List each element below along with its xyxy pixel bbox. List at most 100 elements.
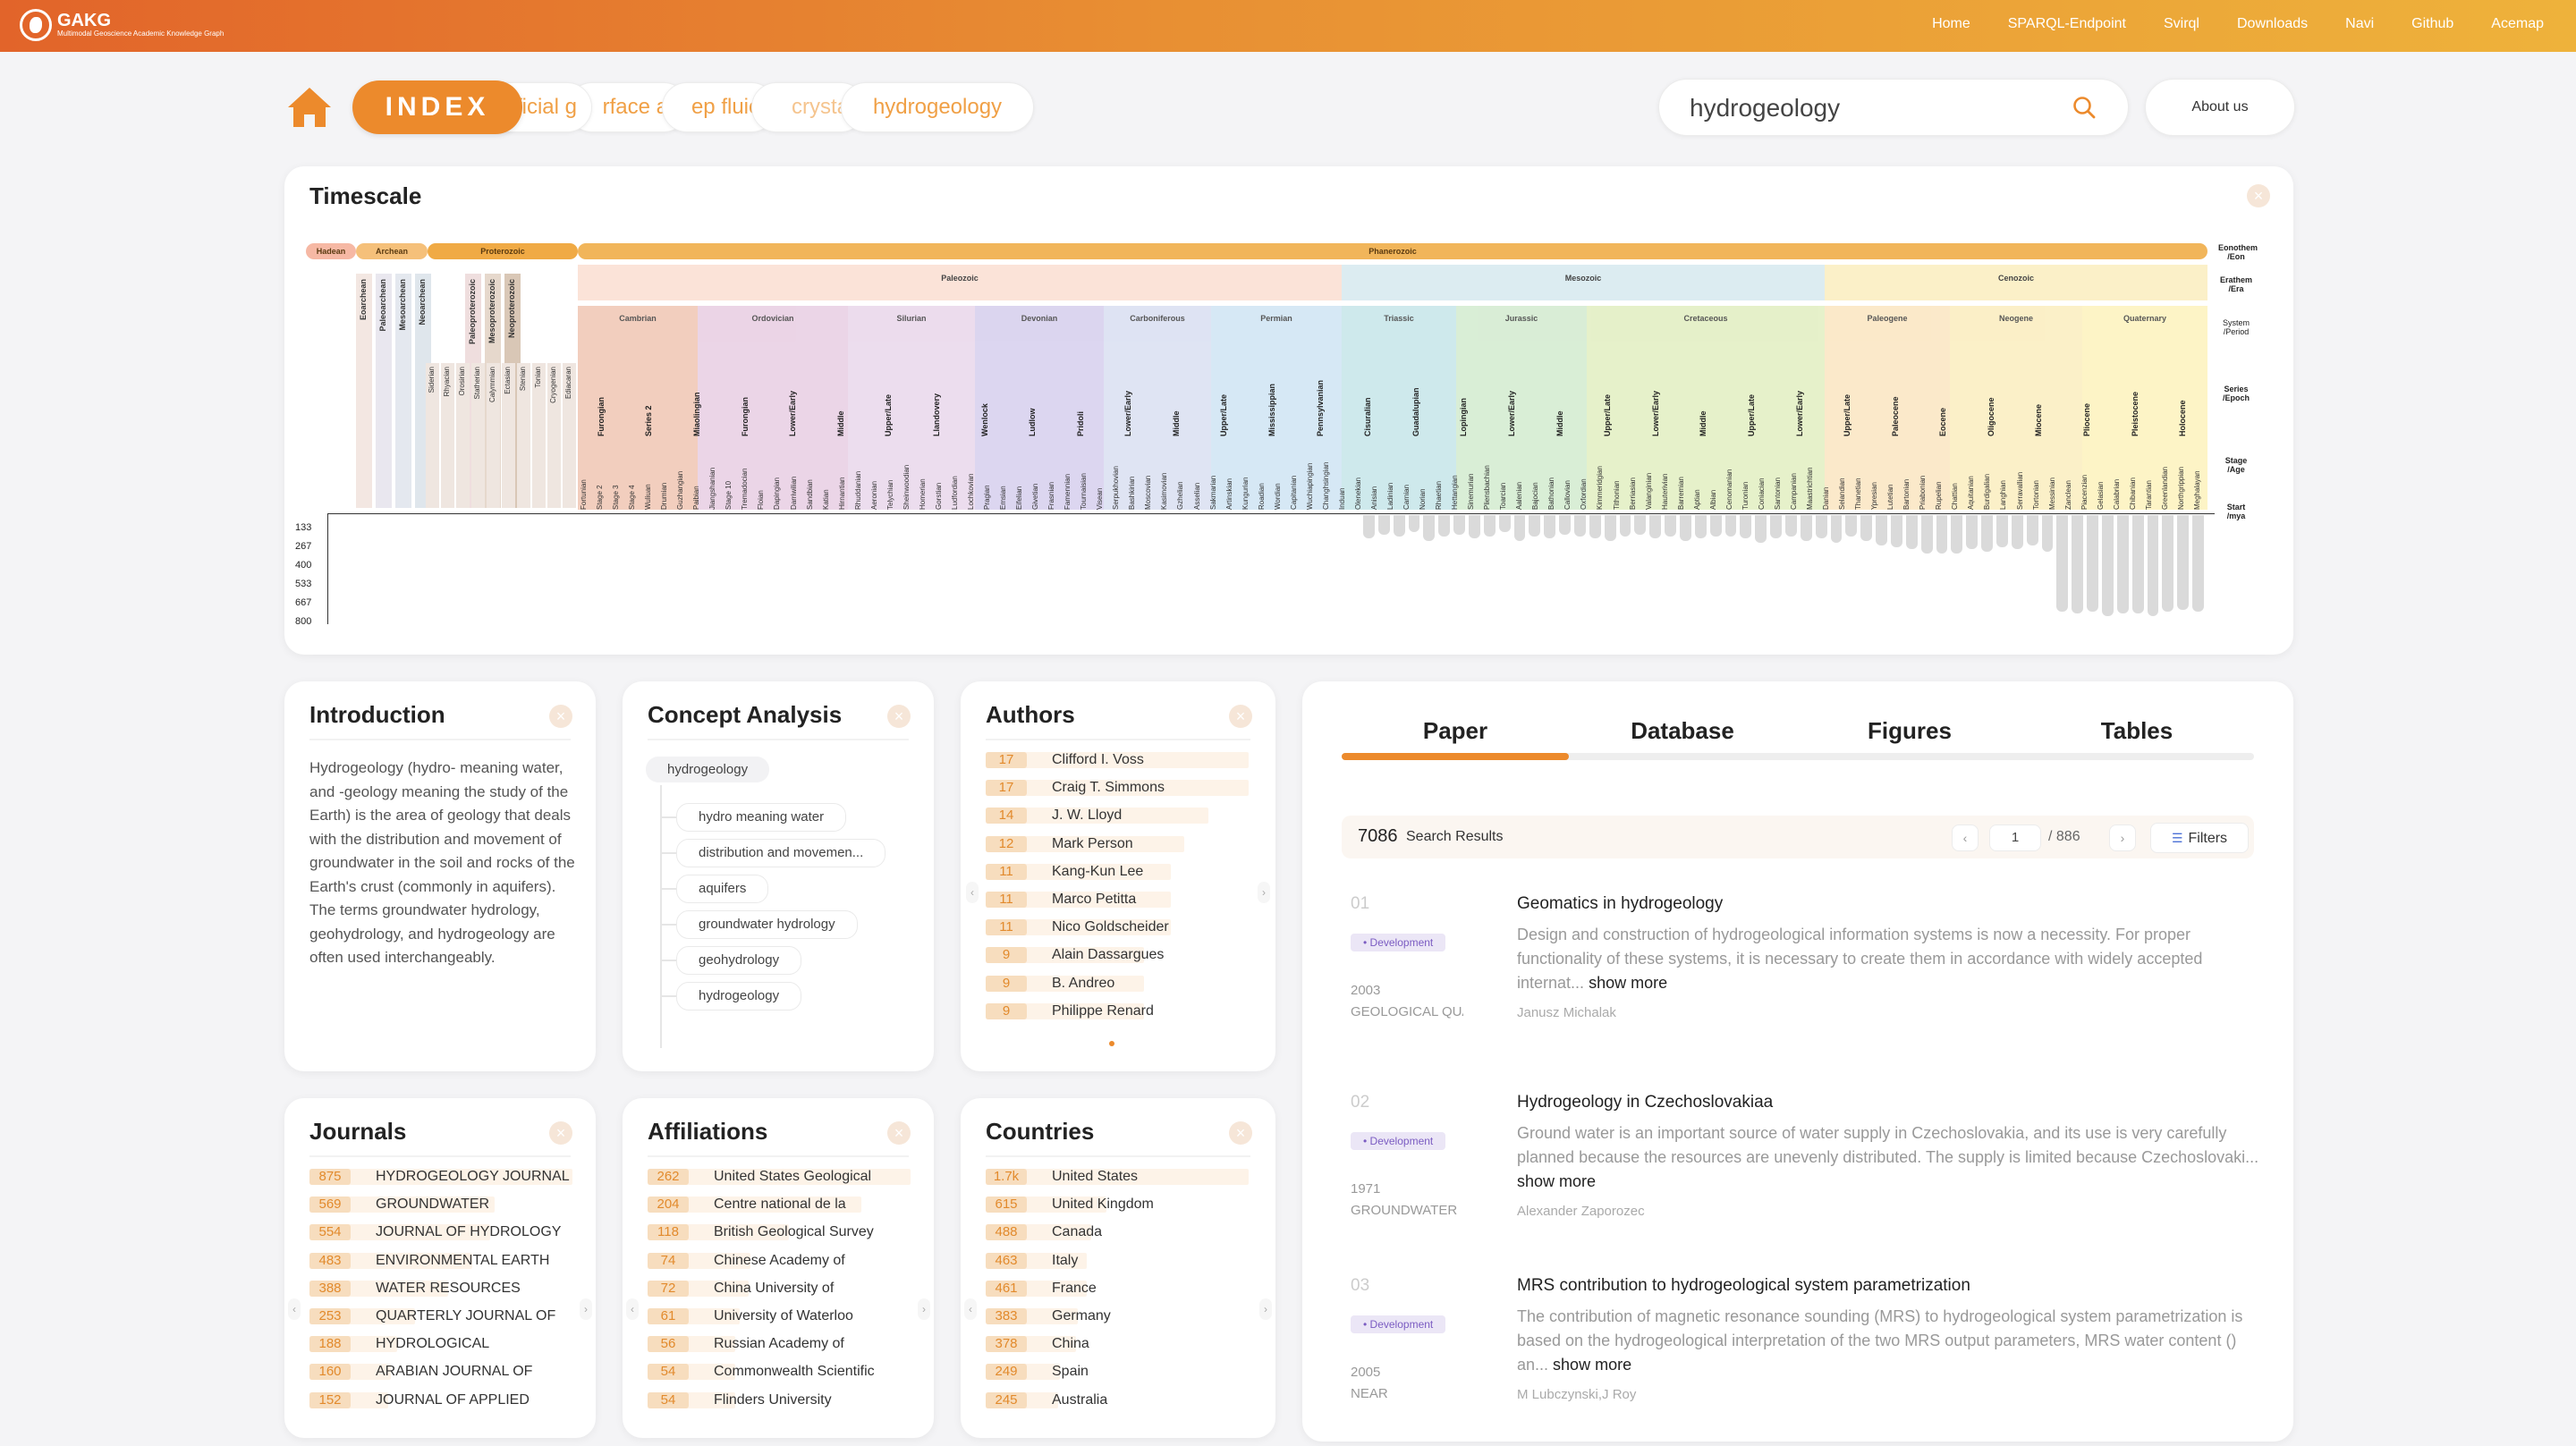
timescale-precambrian-column[interactable]: Mesoarchean — [395, 274, 411, 508]
countries-row[interactable]: 461 France — [986, 1280, 1250, 1298]
paper-authors[interactable]: Alexander Zaporozec — [1517, 1204, 1645, 1219]
chevron-left-icon[interactable]: ‹ — [964, 1298, 977, 1320]
timescale-period[interactable]: Quaternary — [2082, 306, 2207, 510]
timescale-prestage-column[interactable]: Rhyacian — [441, 363, 454, 508]
timescale-start-bar[interactable] — [2162, 515, 2174, 612]
nav-sparql-endpoint[interactable]: SPARQL-Endpoint — [2007, 16, 2126, 31]
timescale-start-bar[interactable] — [1860, 515, 1873, 541]
concept-item[interactable]: groundwater hydrology — [676, 910, 858, 939]
affiliations-row[interactable]: 54 Flinders University — [648, 1391, 909, 1409]
affiliations-row[interactable]: 204 Centre national de la — [648, 1196, 909, 1213]
close-icon[interactable]: × — [887, 1121, 911, 1145]
timescale-prestage-column[interactable]: Siderian — [426, 363, 439, 508]
nav-downloads[interactable]: Downloads — [2236, 16, 2309, 31]
countries-row[interactable]: 378 China — [986, 1335, 1250, 1353]
affiliations-row[interactable]: 54 Commonwealth Scientific — [648, 1363, 909, 1381]
timescale-start-bar[interactable] — [1377, 515, 1390, 535]
show-more-link[interactable]: show more — [1517, 1172, 1597, 1190]
timescale-period[interactable]: Jurassic — [1456, 306, 1587, 510]
timescale-period[interactable]: Permian — [1211, 306, 1342, 510]
close-icon[interactable]: × — [1229, 705, 1252, 728]
timescale-start-bar[interactable] — [2131, 515, 2144, 614]
close-icon[interactable]: × — [549, 705, 572, 728]
timescale-start-bar[interactable] — [1363, 515, 1375, 539]
concept-item[interactable]: distribution and movemen... — [676, 839, 886, 867]
index-button[interactable]: INDEX — [352, 80, 522, 134]
timescale-eon-proterozoic[interactable]: Proterozoic — [428, 243, 578, 259]
countries-row[interactable]: 249 Spain — [986, 1363, 1250, 1381]
timescale-start-bar[interactable] — [1469, 515, 1480, 539]
countries-row[interactable]: 615 United Kingdom — [986, 1196, 1250, 1213]
affiliations-row[interactable]: 118 British Geological Survey — [648, 1223, 909, 1241]
timescale-start-bar[interactable] — [1408, 515, 1420, 533]
timescale-start-bar[interactable] — [1649, 515, 1662, 539]
authors-row[interactable]: 11 Marco Petitta — [986, 891, 1250, 909]
pagination-dot[interactable] — [1109, 1041, 1114, 1046]
timescale-prestage-column[interactable]: Calymmian — [487, 363, 500, 508]
authors-row[interactable]: 11 Nico Goldscheider — [986, 918, 1250, 936]
nav-svirql[interactable]: Svirql — [2163, 16, 2199, 31]
journals-row[interactable]: 388 WATER RESOURCES — [309, 1280, 571, 1298]
journals-row[interactable]: 569 GROUNDWATER — [309, 1196, 571, 1213]
affiliations-row[interactable]: 72 China University of — [648, 1280, 909, 1298]
timescale-start-bar[interactable] — [2026, 515, 2038, 545]
paper-authors[interactable]: Janusz Michalak — [1517, 1005, 1616, 1020]
timescale-period[interactable]: Cretaceous — [1587, 306, 1825, 510]
timescale-start-bar[interactable] — [1845, 515, 1858, 537]
tab-figures[interactable]: Figures — [1868, 717, 1952, 744]
prev-page-button[interactable]: ‹ — [1952, 824, 1979, 851]
timescale-start-bar[interactable] — [2056, 515, 2069, 612]
timescale-start-bar[interactable] — [2147, 515, 2159, 616]
filters-button[interactable]: ☰ Filters — [2150, 823, 2249, 853]
page-number-input[interactable]: 1 — [1989, 824, 2041, 851]
timescale-period[interactable]: Silurian — [848, 306, 975, 510]
timescale-eon-archean[interactable]: Archean — [356, 243, 428, 259]
timescale-era[interactable]: Paleozoic — [578, 265, 1342, 300]
timescale-start-bar[interactable] — [1634, 515, 1647, 535]
countries-row[interactable]: 1.7k United States — [986, 1168, 1250, 1186]
timescale-start-bar[interactable] — [1483, 515, 1496, 537]
timescale-start-bar[interactable] — [1905, 515, 1918, 550]
timescale-period[interactable]: Devonian — [975, 306, 1104, 510]
journals-row[interactable]: 554 JOURNAL OF HYDROLOGY — [309, 1223, 571, 1241]
timescale-start-bar[interactable] — [1604, 515, 1616, 541]
journals-row[interactable]: 483 ENVIRONMENTAL EARTH — [309, 1252, 571, 1270]
chevron-right-icon[interactable]: › — [580, 1298, 592, 1320]
timescale-prestage-column[interactable]: Cryogenian — [547, 363, 561, 508]
home-icon[interactable] — [284, 82, 335, 131]
timescale-start-bar[interactable] — [1529, 515, 1541, 537]
journals-row[interactable]: 160 ARABIAN JOURNAL OF — [309, 1363, 571, 1381]
timescale-period[interactable]: Cambrian — [578, 306, 698, 510]
authors-row[interactable]: 17 Clifford I. Voss — [986, 751, 1250, 769]
timescale-prestage-column[interactable]: Ediacaran — [563, 363, 576, 508]
timescale-start-bar[interactable] — [1951, 515, 1963, 554]
timescale-prestage-column[interactable]: Statherian — [471, 363, 485, 508]
journals-row[interactable]: 875 HYDROGEOLOGY JOURNAL — [309, 1168, 572, 1186]
timescale-start-bar[interactable] — [1936, 515, 1948, 554]
timescale-period[interactable]: Ordovician — [698, 306, 848, 510]
affiliations-row[interactable]: 56 Russian Academy of — [648, 1335, 909, 1353]
timescale-start-bar[interactable] — [2087, 515, 2098, 612]
timescale-start-bar[interactable] — [2011, 515, 2023, 550]
journals-row[interactable]: 152 JOURNAL OF APPLIED — [309, 1391, 571, 1409]
timescale-start-bar[interactable] — [1920, 515, 1933, 554]
paper-title[interactable]: Geomatics in hydrogeology — [1517, 894, 1724, 913]
countries-row[interactable]: 488 Canada — [986, 1223, 1250, 1241]
timescale-precambrian-column[interactable]: Paleoarchean — [376, 274, 392, 508]
concept-item[interactable]: aquifers — [676, 875, 769, 903]
timescale-start-bar[interactable] — [1438, 515, 1451, 537]
concept-item[interactable]: hydro meaning water — [676, 803, 847, 832]
close-icon[interactable]: × — [1229, 1121, 1252, 1145]
timescale-start-bar[interactable] — [1740, 515, 1752, 539]
authors-row[interactable]: 9 Philippe Renard — [986, 1002, 1250, 1020]
nav-github[interactable]: Github — [2411, 16, 2454, 31]
timescale-start-bar[interactable] — [1815, 515, 1827, 539]
timescale-start-bar[interactable] — [2192, 515, 2204, 612]
close-icon[interactable]: × — [549, 1121, 572, 1145]
concept-item[interactable]: hydrogeology — [676, 982, 802, 1011]
search-icon[interactable] — [2072, 96, 2096, 119]
timescale-start-bar[interactable] — [2072, 515, 2084, 614]
chevron-left-icon[interactable]: ‹ — [966, 882, 979, 903]
tab-paper[interactable]: Paper — [1422, 717, 1488, 744]
timescale-start-bar[interactable] — [1966, 515, 1979, 550]
